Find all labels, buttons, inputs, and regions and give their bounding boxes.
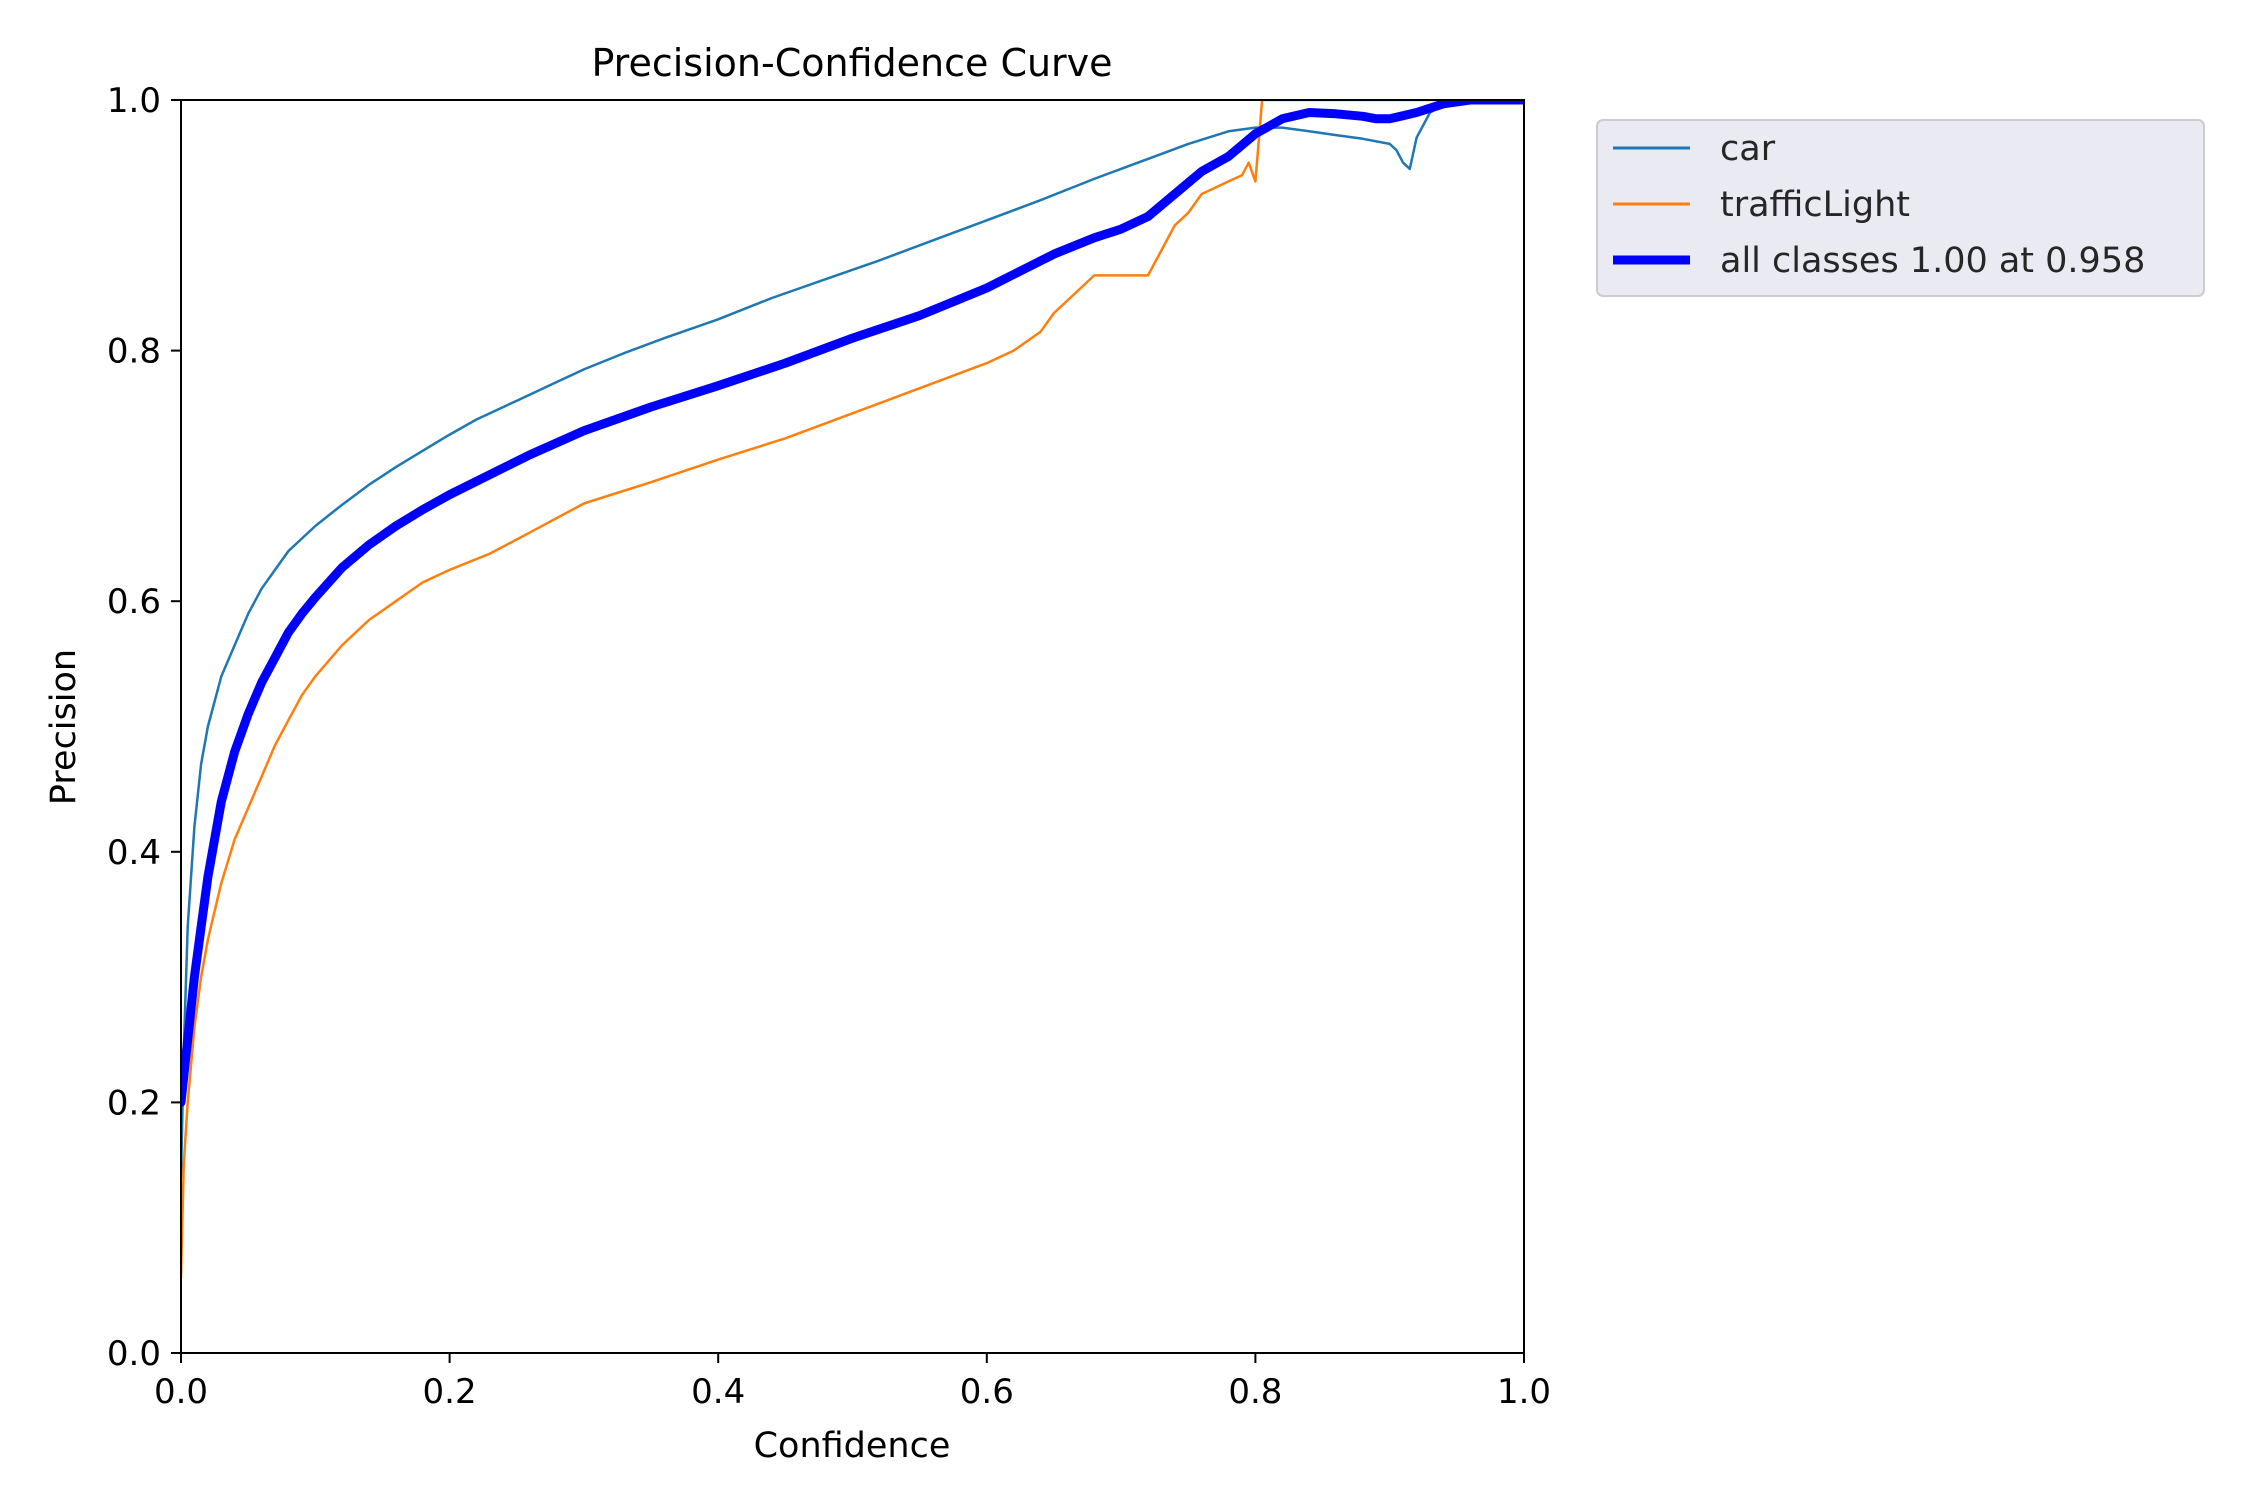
legend-box [1596, 119, 2205, 297]
legend-label-car: car [1720, 129, 1776, 169]
y-tick-label: 0.0 [107, 1334, 161, 1374]
legend-label-all-classes: all classes 1.00 at 0.958 [1720, 241, 2145, 281]
y-axis-ticks: 0.0 0.2 0.4 0.6 0.8 1.0 [107, 81, 181, 1374]
x-tick-label: 0.2 [423, 1372, 477, 1412]
y-tick-label: 0.2 [107, 1083, 161, 1123]
y-tick-label: 0.8 [107, 332, 161, 372]
x-tick-label: 0.8 [1228, 1372, 1282, 1412]
y-tick-label: 0.6 [107, 582, 161, 622]
x-tick-label: 0.0 [154, 1372, 208, 1412]
x-tick-label: 0.6 [960, 1372, 1014, 1412]
series-line-all-classes-1-00-at-0-958 [181, 100, 1524, 1107]
x-tick-label: 0.4 [691, 1372, 745, 1412]
x-axis-label: Confidence [754, 1426, 951, 1466]
chart-title: Precision-Confidence Curve [591, 41, 1112, 85]
x-axis-ticks: 0.0 0.2 0.4 0.6 0.8 1.0 [154, 1353, 1551, 1412]
y-tick-label: 1.0 [107, 81, 161, 121]
legend-label-trafficlight: trafficLight [1720, 185, 1910, 225]
x-tick-label: 1.0 [1497, 1372, 1551, 1412]
legend: car trafficLight all classes 1.00 at 0.9… [1596, 119, 2205, 297]
series-line-trafficlight [181, 100, 1524, 1280]
y-tick-label: 0.4 [107, 833, 161, 873]
series-line-car [181, 100, 1524, 1179]
series-layer [181, 100, 1524, 1280]
y-axis-label: Precision [44, 649, 84, 805]
plot-frame [180, 99, 1525, 1354]
